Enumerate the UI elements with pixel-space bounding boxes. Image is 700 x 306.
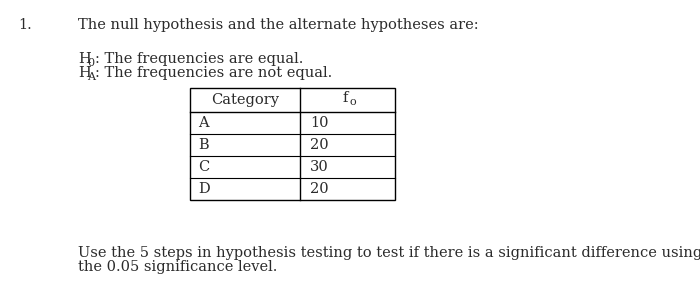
Text: o: o — [349, 97, 356, 107]
Text: H: H — [78, 52, 91, 66]
Text: 20: 20 — [310, 182, 328, 196]
Text: 10: 10 — [310, 116, 328, 130]
Text: A: A — [198, 116, 209, 130]
Text: : The frequencies are equal.: : The frequencies are equal. — [95, 52, 303, 66]
Text: D: D — [198, 182, 210, 196]
Text: The null hypothesis and the alternate hypotheses are:: The null hypothesis and the alternate hy… — [78, 18, 479, 32]
Text: C: C — [198, 160, 209, 174]
Text: f: f — [343, 91, 348, 105]
Text: 30: 30 — [310, 160, 329, 174]
Text: 1.: 1. — [18, 18, 32, 32]
Text: Use the 5 steps in hypothesis testing to test if there is a significant differen: Use the 5 steps in hypothesis testing to… — [78, 246, 700, 260]
Text: Category: Category — [211, 93, 279, 107]
Text: B: B — [198, 138, 209, 152]
Text: : The frequencies are not equal.: : The frequencies are not equal. — [95, 66, 332, 80]
Text: 0: 0 — [87, 58, 94, 68]
Text: 20: 20 — [310, 138, 328, 152]
Bar — [190, 88, 395, 200]
Text: A: A — [87, 72, 95, 82]
Text: the 0.05 significance level.: the 0.05 significance level. — [78, 260, 277, 274]
Text: H: H — [78, 66, 91, 80]
